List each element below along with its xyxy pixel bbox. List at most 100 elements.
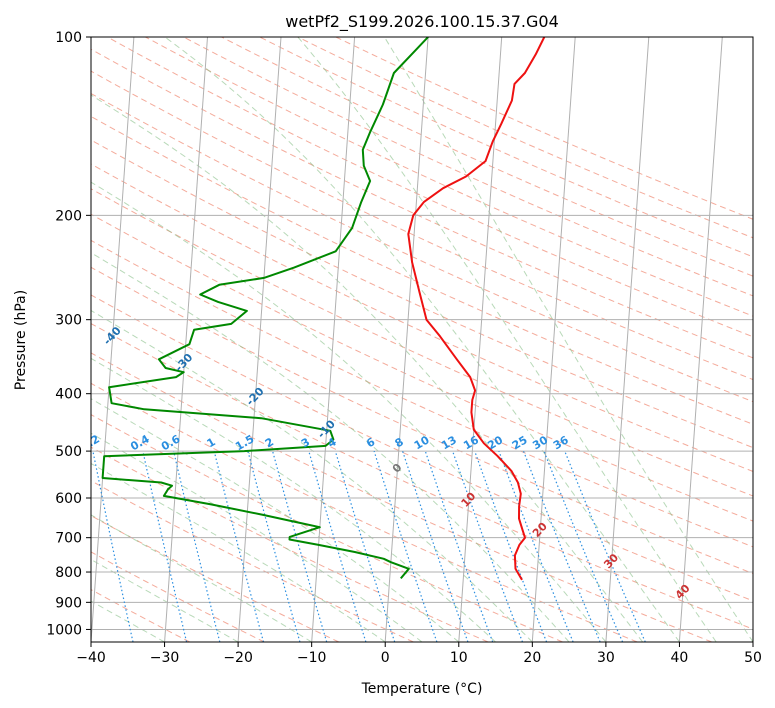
y-tick-label: 400 [55,387,82,403]
dry-adiabat-line [91,92,753,403]
background-lines [91,37,753,642]
dry-adiabat-line [91,115,753,425]
moist-adiabat-line [91,398,460,642]
mixing-ratio-label: 2 [263,435,276,450]
mixing-ratio-line [424,450,494,642]
dry-adiabat-line [91,446,489,642]
mixing-ratio-line [498,450,574,642]
x-tick-label: 30 [597,650,615,666]
mixing-ratio-label: 0.1 [32,432,55,453]
dry-adiabat-line [91,188,753,497]
y-tick-label: 600 [55,491,82,507]
isotherm-label: 30 [601,551,621,571]
moist-adiabat-line [383,37,753,642]
dry-adiabat-line [221,37,753,277]
isotherm-label: -50 [30,282,53,306]
y-tick-label: 200 [55,208,82,224]
isotherm-line [91,37,135,642]
y-tick-label: 700 [55,531,82,547]
isotherm-label: -20 [244,385,267,409]
isotherm-label: 20 [530,520,550,540]
moist-adiabat-line [91,558,239,642]
moist-adiabat-line [91,462,386,642]
x-tick-label: −10 [297,650,327,666]
isotherm-line [678,37,723,642]
y-tick-label: 800 [55,565,82,581]
dry-adiabat-line [91,163,753,472]
y-axis-label: Pressure (hPa) [13,290,29,390]
dry-adiabat-line [183,37,753,297]
dry-adiabat-line [91,515,340,642]
dry-adiabat-line [91,322,753,630]
x-tick-label: 10 [450,650,468,666]
profile-lines [101,37,546,581]
moist-adiabat-line [91,309,533,642]
y-tick-label: 900 [55,595,82,611]
x-tick-label: 50 [744,650,762,666]
x-tick-label: −20 [223,650,253,666]
mixing-ratio-line [373,450,438,642]
y-tick-label: 500 [55,444,82,460]
mixing-ratio-label: 1 [205,435,218,450]
dry-adiabat-line [297,37,753,239]
temperature-profile-line [407,37,546,581]
dry-adiabat-line [91,266,753,575]
mixing-ratio-line [213,450,265,642]
x-tick-label: 40 [671,650,689,666]
mixing-ratio-label: 20 [485,433,505,452]
mixing-ratio-line [308,450,367,642]
mixing-ratio-label: 30 [530,433,550,452]
moist-adiabat-line [297,37,717,642]
x-tick-label: −30 [150,650,180,666]
moist-adiabat-line [91,252,570,642]
isotherm-line [311,37,356,642]
dry-adiabat-line [91,551,265,642]
y-tick-label: 1000 [46,622,82,638]
x-tick-label: 20 [523,650,541,666]
dry-adiabat-line [91,480,414,642]
moist-adiabat-line [91,600,165,642]
isotherm-label: 10 [459,489,479,509]
isotherm-label: -40 [101,324,124,348]
mixing-ratio-label: 25 [510,433,530,452]
dry-adiabat-line [145,37,753,317]
dry-adiabat-line [91,48,753,359]
mixing-ratio-line [402,450,469,642]
y-tick-label: 100 [55,30,82,46]
plot-frame [90,36,754,643]
mixing-ratio-label: 0.4 [128,432,152,453]
axes: −40 −30 −20 −10 0 10 20 30 40 5010020030040050060… [46,30,762,666]
isotherm-line [164,37,208,642]
dry-adiabat-line [91,352,712,642]
dry-adiabat-line [335,37,753,220]
chart-title: wetPf2_S199.2026.100.15.37.G04 [285,12,559,32]
mixing-ratio-label: 13 [439,433,459,452]
x-tick-label: −40 [76,650,106,666]
mixing-ratio-line [543,450,624,642]
dry-adiabat-line [91,382,638,642]
dry-adiabat-line [259,37,753,258]
dry-adiabat-line [91,294,753,602]
isotherm-line [605,37,650,642]
mixing-ratio-line [474,450,548,642]
mixing-ratio-line [564,450,646,642]
isotherm-line [237,37,282,642]
x-axis-label: Temperature (°C) [361,681,483,697]
mixing-ratio-line [272,450,328,642]
x-tick-label: 0 [381,650,390,666]
moist-adiabat-line [164,37,680,642]
mixing-ratio-label: 0.2 [78,432,101,453]
moist-adiabat-line [91,94,644,642]
moist-adiabat-line [91,432,423,642]
mixing-ratio-line [334,450,396,642]
isotherm-line [384,37,429,642]
y-tick-label: 300 [55,313,82,329]
mixing-ratio-line [173,450,221,642]
dry-adiabat-line [91,70,753,381]
isotherm-label: 0 [390,461,405,476]
dry-adiabat-line [107,37,753,338]
mixing-ratio-label: 6 [364,435,377,450]
moist-adiabat-line [91,357,496,642]
mixing-ratio-label: 36 [551,433,571,452]
